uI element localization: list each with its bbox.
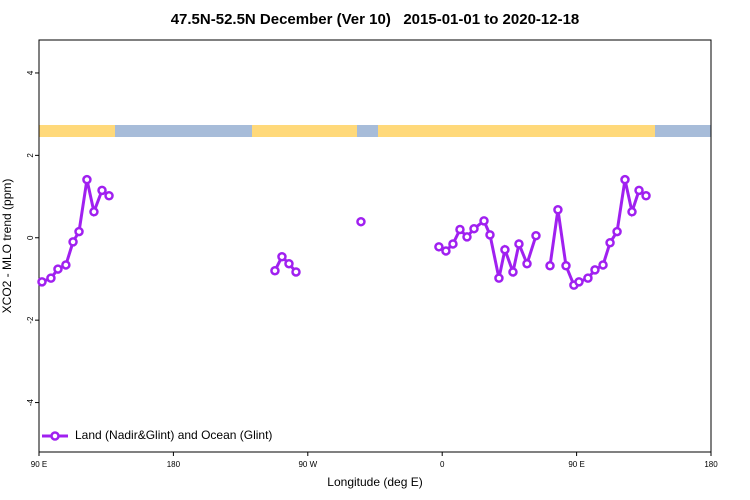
y-tick-label: 4 (26, 70, 35, 75)
point (479, 216, 489, 226)
point (485, 230, 495, 240)
point (89, 207, 99, 217)
y-tick-label: 2 (26, 153, 35, 158)
point (590, 265, 600, 275)
x-tick-label: 180 (704, 460, 718, 469)
surface-band (39, 125, 711, 137)
y-tick-label: -4 (26, 398, 35, 406)
point (356, 216, 366, 227)
point (448, 239, 458, 249)
x-tick-label: 90 E (31, 460, 47, 469)
point (291, 267, 301, 277)
point (500, 244, 510, 255)
point (441, 246, 451, 256)
point (284, 258, 294, 269)
point (82, 174, 92, 185)
x-tick-label: 90 W (298, 460, 317, 469)
y-tick-label: 0 (26, 235, 35, 240)
land-strip (378, 125, 655, 137)
ocean-strip (115, 125, 252, 137)
point (104, 190, 114, 201)
point (561, 261, 571, 271)
point (37, 277, 47, 287)
point (508, 267, 518, 277)
point (97, 185, 107, 196)
point (277, 251, 287, 262)
point (553, 204, 563, 215)
point (462, 232, 472, 242)
land-strip (252, 125, 357, 137)
land-strip (39, 125, 115, 137)
point (531, 230, 541, 241)
point (514, 239, 524, 249)
point (545, 261, 555, 271)
point (634, 185, 644, 196)
point (598, 260, 608, 270)
point (612, 226, 622, 237)
point (605, 237, 615, 248)
line-segment (41, 179, 110, 284)
point (641, 190, 651, 201)
point (469, 223, 479, 234)
point (522, 258, 532, 269)
line-segment (273, 254, 298, 273)
point (434, 242, 444, 252)
point (68, 237, 78, 247)
point (455, 224, 465, 235)
plot-frame (38, 39, 712, 453)
point (494, 273, 504, 283)
point (620, 174, 630, 185)
ocean-strip (655, 125, 711, 137)
x-axis-label: Longitude (deg E) (327, 475, 422, 489)
point (574, 277, 584, 287)
legend-marker (50, 431, 60, 441)
point (53, 264, 63, 274)
point (270, 265, 280, 276)
x-tick-label: 0 (440, 460, 445, 469)
point (46, 273, 56, 283)
line-segment (438, 218, 538, 279)
y-tick-label: -2 (26, 316, 35, 324)
chart-title: 47.5N-52.5N December (Ver 10) 2015-01-01… (171, 11, 580, 28)
point (61, 260, 71, 270)
y-axis-label: XCO2 - MLO trend (ppm) (0, 179, 14, 314)
x-tick-label: 180 (167, 460, 181, 469)
point (627, 207, 637, 217)
point (74, 226, 84, 237)
point (583, 273, 593, 283)
legend-label: Land (Nadir&Glint) and Ocean (Glint) (75, 428, 272, 442)
x-tick-label: 90 E (568, 460, 584, 469)
